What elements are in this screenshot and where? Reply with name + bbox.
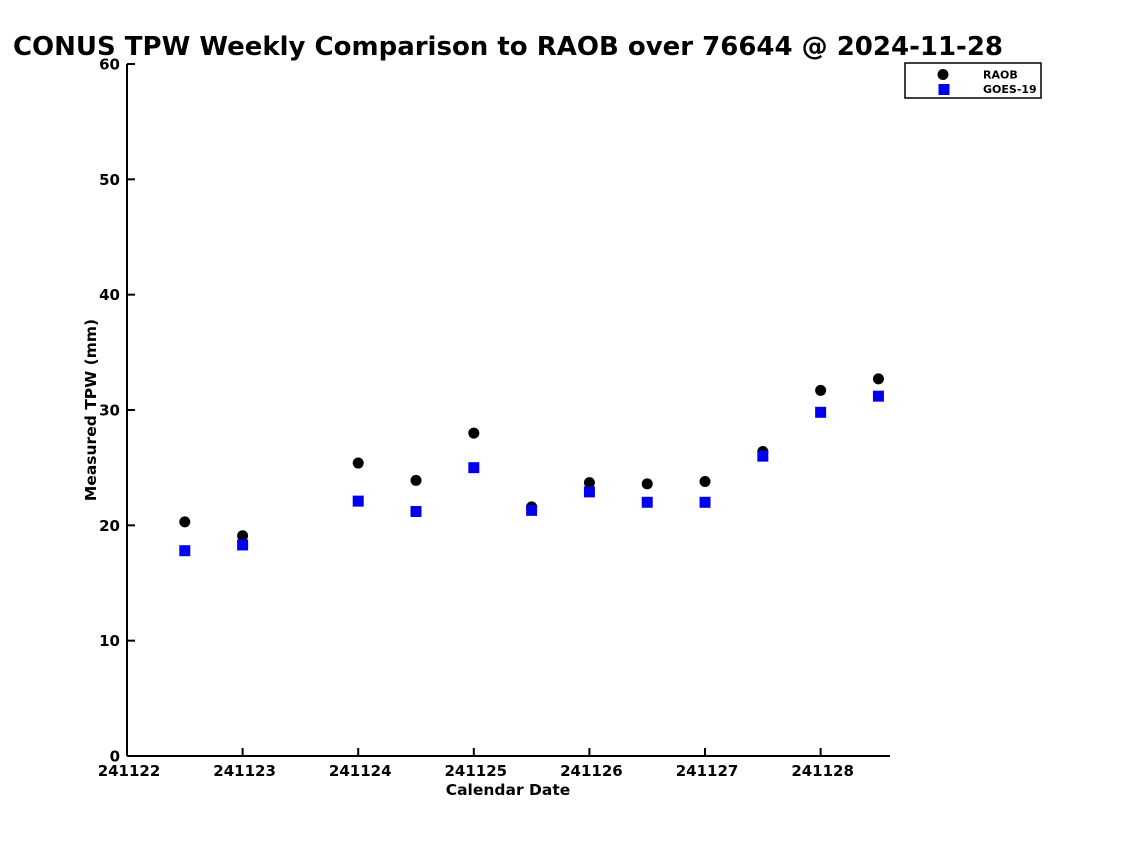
x-tick-label: 241124 [329, 762, 392, 780]
data-point-raob [641, 478, 653, 490]
data-point-goes-19 [815, 406, 827, 418]
data-points [179, 373, 884, 557]
data-point-goes-19 [641, 496, 653, 508]
legend-marker-goes-19-square-icon [938, 84, 950, 95]
data-point-goes-19 [583, 486, 595, 498]
legend-label-raob: RAOB [983, 69, 1018, 82]
data-point-goes-19 [468, 462, 480, 474]
y-tick-label: 50 [99, 171, 120, 189]
x-tick-label: 241128 [791, 762, 854, 780]
axes: 241122 241123 241124 241125 241126 241127 2411… [98, 56, 890, 780]
x-tick-label: 241127 [676, 762, 739, 780]
x-tick-label: 241123 [213, 762, 276, 780]
chart-title: CONUS TPW Weekly Comparison to RAOB over… [13, 32, 1003, 62]
y-axis-label: Measured TPW (mm) [82, 319, 100, 501]
data-point-goes-19 [352, 495, 364, 507]
y-tick-label: 60 [99, 56, 120, 74]
data-point-goes-19 [699, 496, 711, 508]
data-point-raob [237, 530, 249, 542]
data-point-raob [872, 373, 884, 385]
y-tick-label: 10 [99, 632, 120, 650]
data-point-raob [468, 427, 480, 439]
data-point-raob [179, 516, 191, 528]
legend: RAOB GOES-19 [904, 62, 1042, 99]
data-point-goes-19 [179, 545, 191, 557]
y-tick-label: 20 [99, 517, 120, 535]
y-tick-label: 40 [99, 286, 120, 304]
y-tick-label: 0 [110, 748, 120, 766]
legend-label-goes-19: GOES-19 [983, 83, 1037, 96]
data-point-raob [583, 477, 595, 489]
legend-box [904, 62, 1042, 99]
x-tick-label: 241122 [98, 762, 161, 780]
y-tick-label: 30 [99, 402, 120, 420]
x-tick-label: 241126 [560, 762, 623, 780]
legend-marker-raob-circle-icon [937, 69, 949, 80]
x-axis-label: Calendar Date [446, 781, 571, 799]
data-point-raob [352, 457, 364, 469]
data-point-raob [815, 384, 827, 396]
data-point-goes-19 [410, 505, 422, 517]
data-point-raob [699, 476, 711, 488]
data-point-raob [410, 474, 422, 486]
data-point-goes-19 [757, 450, 769, 462]
data-point-goes-19 [526, 504, 538, 516]
data-point-goes-19 [872, 390, 884, 402]
x-tick-label: 241125 [445, 762, 508, 780]
data-point-goes-19 [237, 539, 249, 551]
